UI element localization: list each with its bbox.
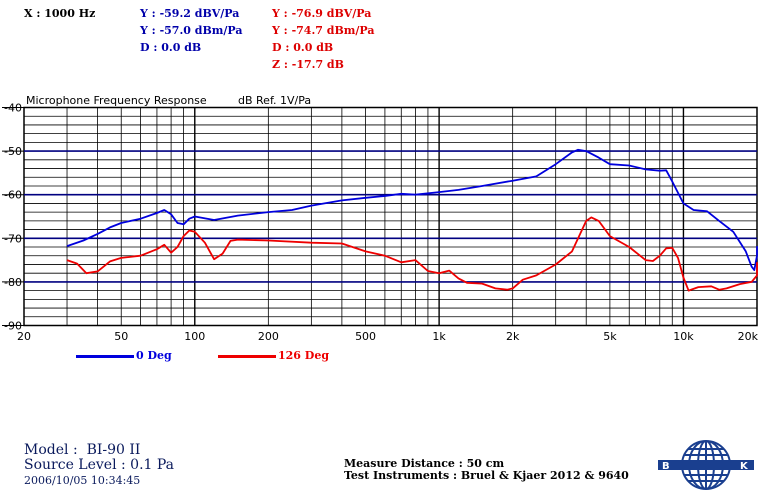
legend-item-0-deg: 0 Deg <box>76 349 172 362</box>
model-value: BI-90 II <box>86 442 141 458</box>
y-tick-label: -90 <box>4 320 22 333</box>
series-lines <box>66 148 758 292</box>
readout-blue-dbm: Y : -57.0 dBm/Pa <box>140 24 243 37</box>
x-tick-label: 1k <box>432 330 446 343</box>
readout-frequency: X : 1000 Hz <box>24 5 95 22</box>
readout-blue-series: Y : -59.2 dBV/Pa Y : -57.0 dBm/Pa D : 0.… <box>140 5 243 56</box>
y-tick-label: -70 <box>4 232 22 245</box>
x-tick-label: 2k <box>506 330 520 343</box>
model-line: Model : BI-90 II <box>24 442 140 458</box>
readout-blue-delta: D : 0.0 dB <box>140 41 202 54</box>
readout-red-series: Y : -76.9 dBV/Pa Y : -74.7 dBm/Pa D : 0.… <box>272 5 375 73</box>
y-tick-label: -40 <box>4 102 22 115</box>
timestamp: 2006/10/05 10:34:45 <box>24 474 141 487</box>
series-line-126-deg <box>66 216 758 292</box>
readout-red-z: Z : -17.7 dB <box>272 58 344 71</box>
readout-blue-dbv: Y : -59.2 dBV/Pa <box>140 7 240 20</box>
y-tick-label: -60 <box>4 189 22 202</box>
y-tick-labels: -40 -50 -60 -70 -80 -90 <box>2 102 24 333</box>
x-tick-label: 20k <box>738 330 759 343</box>
horizontal-gridlines <box>24 115 757 318</box>
y-tick-label: -50 <box>4 145 22 158</box>
y-tick-label: -80 <box>4 276 22 289</box>
readout-red-dbv: Y : -76.9 dBV/Pa <box>272 7 372 20</box>
y-axis-label: dB Ref. 1V/Pa <box>238 94 312 107</box>
x-tick-label: 200 <box>258 330 279 343</box>
series-line-0-deg <box>66 148 758 271</box>
x-tick-label: 500 <box>355 330 376 343</box>
plot-area <box>23 106 758 327</box>
test-instruments: Test Instruments : Bruel & Kjaer 2012 & … <box>344 469 629 482</box>
x-tick-label: 5k <box>603 330 617 343</box>
vertical-gridlines <box>66 107 685 326</box>
readout-red-dbm: Y : -74.7 dBm/Pa <box>272 24 375 37</box>
source-level: Source Level : 0.1 Pa <box>24 457 175 473</box>
x-tick-labels: 20 50 100 200 500 1k 2k 5k 10k 20k <box>17 330 759 343</box>
model-label: Model : <box>24 442 78 458</box>
x-tick-label: 20 <box>17 330 31 343</box>
logo-letter-b: B <box>662 461 670 472</box>
x-tick-label: 50 <box>114 330 128 343</box>
readout-x-value: X : 1000 Hz <box>24 7 96 20</box>
x-tick-label: 100 <box>184 330 205 343</box>
logo-letter-k: K <box>740 461 749 472</box>
legend-label-0-deg: 0 Deg <box>136 349 172 362</box>
x-tick-label: 10k <box>673 330 694 343</box>
legend-swatch-red <box>218 354 276 358</box>
legend-label-126-deg: 126 Deg <box>278 349 330 362</box>
legend-swatch-blue <box>76 354 134 358</box>
legend-item-126-deg: 126 Deg <box>218 349 329 362</box>
measure-distance: Measure Distance : 50 cm <box>344 457 505 470</box>
readout-red-delta: D : 0.0 dB <box>272 41 334 54</box>
chart-title: Microphone Frequency Response <box>26 94 207 107</box>
bk-logo: B K <box>658 440 754 490</box>
